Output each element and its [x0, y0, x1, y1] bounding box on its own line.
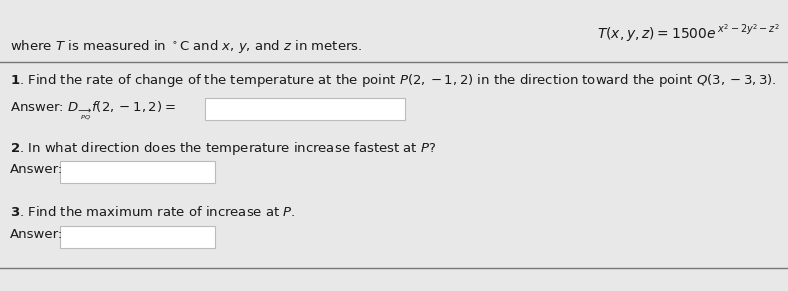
Text: Answer:: Answer: [10, 163, 63, 176]
Text: Answer: $D_{\!\underset{PQ}{\longrightarrow}}\!f(2,-1,2) =$: Answer: $D_{\!\underset{PQ}{\longrightar… [10, 100, 176, 122]
Text: where $T$ is measured in $^\circ$C and $x$, $y$, and $z$ in meters.: where $T$ is measured in $^\circ$C and $… [10, 38, 362, 55]
Bar [205, 98, 405, 120]
Bar [60, 226, 215, 248]
Text: Answer:: Answer: [10, 228, 63, 241]
Bar [60, 161, 215, 183]
Text: $T(x, y, z) = 1500e^{\,x^2-2y^2-z^2}$: $T(x, y, z) = 1500e^{\,x^2-2y^2-z^2}$ [597, 22, 780, 44]
Text: $\mathbf{2}$. In what direction does the temperature increase fastest at $P$?: $\mathbf{2}$. In what direction does the… [10, 140, 437, 157]
Text: $\mathbf{3}$. Find the maximum rate of increase at $P$.: $\mathbf{3}$. Find the maximum rate of i… [10, 205, 296, 219]
Text: $\mathbf{1}$. Find the rate of change of the temperature at the point $P(2,-1,2): $\mathbf{1}$. Find the rate of change of… [10, 72, 777, 89]
